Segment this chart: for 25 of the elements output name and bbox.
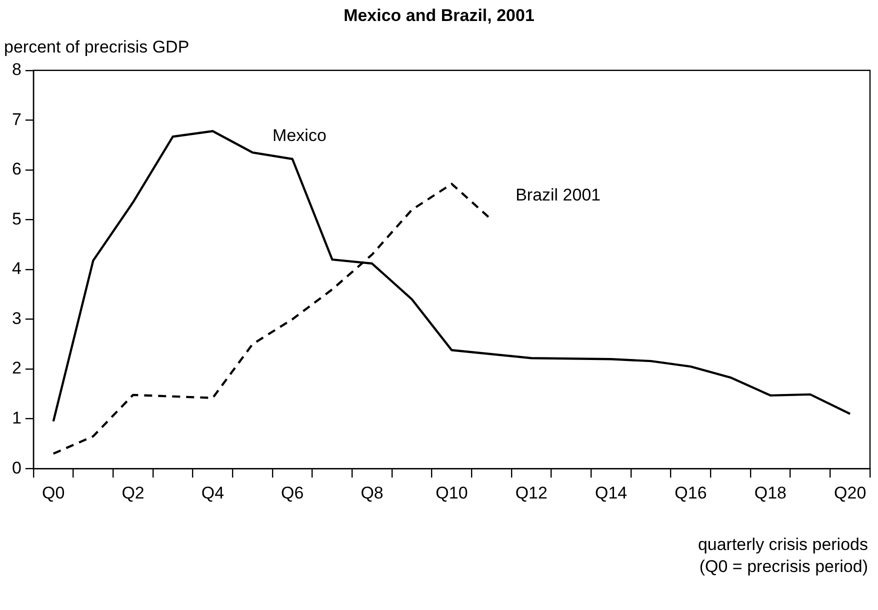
y-tick-label: 0 [12,458,22,478]
x-tick-label: Q8 [360,483,384,502]
y-tick-label: 7 [12,110,22,129]
y-tick-label: 5 [12,209,22,228]
x-tick-label: Q2 [122,483,144,502]
series-label: Brazil 2001 [516,186,601,205]
x-tick-label: Q4 [201,483,224,502]
series-label: Mexico [272,126,326,145]
y-tick-label: 4 [12,259,22,278]
y-tick-label: 6 [12,160,22,179]
x-tick-label: Q0 [42,483,65,502]
y-tick-label: 1 [12,408,22,428]
y-axis-title: percent of precrisis GDP [4,38,190,57]
y-tick-label: 3 [12,308,22,328]
x-tick-label: Q10 [436,483,468,502]
x-tick-label: Q6 [281,483,304,502]
x-tick-label: Q20 [834,483,866,502]
x-tick-label: Q12 [515,483,548,502]
x-tick-label: Q16 [674,483,707,502]
chart-title: Mexico and Brazil, 2001 [344,6,534,25]
y-tick-label: 2 [12,358,22,378]
x-axis-title: quarterly crisis periods (Q0 = precrisis period) [698,534,868,576]
x-tick-label: Q18 [754,483,786,502]
y-tick-label: 8 [12,60,22,80]
x-tick-label: Q14 [595,483,628,502]
